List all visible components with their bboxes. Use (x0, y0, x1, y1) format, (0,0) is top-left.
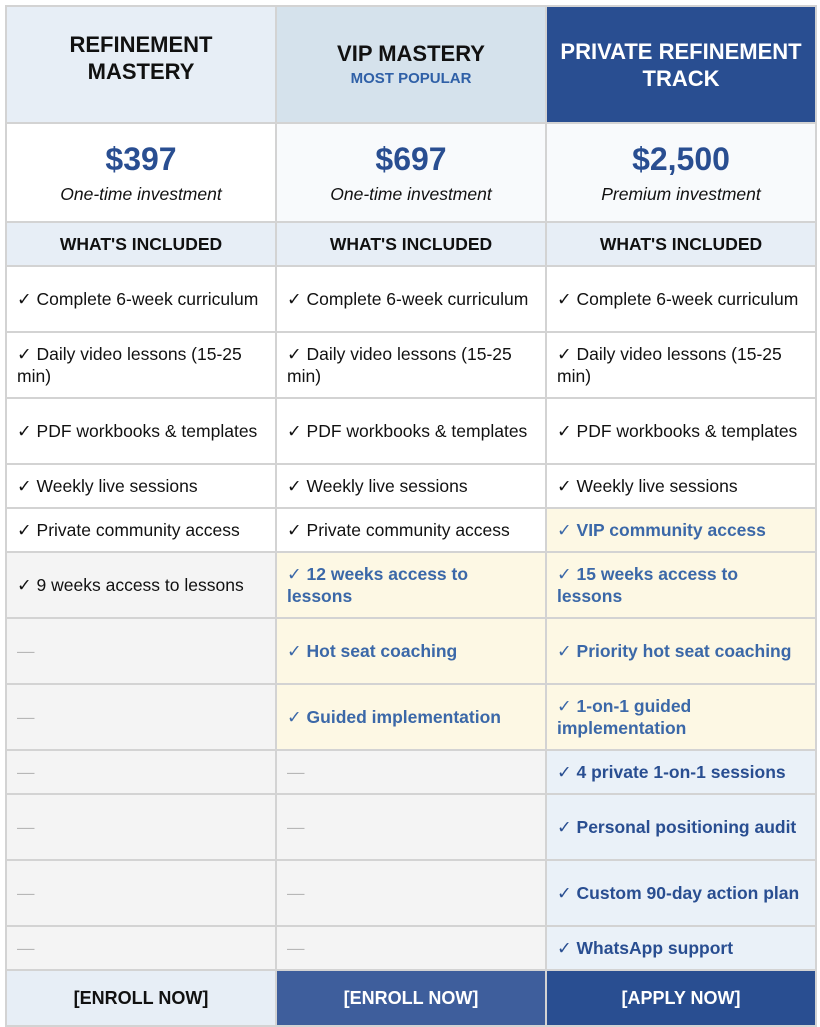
feature-cell: ✓ Private community access (5, 507, 277, 553)
feature-cell: ✓ Daily video lessons (15-25 min) (545, 331, 817, 399)
feature-cell: ✓ Weekly live sessions (275, 463, 547, 509)
feature-cell-empty: — (5, 749, 277, 795)
feature-cell-highlight: ✓ Priority hot seat coaching (545, 617, 817, 685)
pricing-comparison: Refinement Mastery VIP Mastery MOST POPU… (5, 5, 817, 1027)
cta-row: [ENROLL NOW] [ENROLL NOW] [APPLY NOW] (5, 969, 817, 1027)
feature-cell-empty: — (5, 617, 277, 685)
feature-row: ✓ Complete 6-week curriculum ✓ Complete … (5, 265, 817, 333)
feature-cell-empty: — (5, 925, 277, 971)
feature-cell: ✓ Complete 6-week curriculum (545, 265, 817, 333)
feature-row: — ✓ Guided implementation ✓ 1-on-1 guide… (5, 683, 817, 751)
feature-cell-empty: — (275, 749, 547, 795)
pricing-table: Refinement Mastery VIP Mastery MOST POPU… (5, 5, 817, 1027)
feature-cell-empty: — (275, 793, 547, 861)
tier-name: VIP Mastery (337, 41, 485, 66)
feature-cell: ✓ PDF workbooks & templates (545, 397, 817, 465)
feature-cell-highlight: ✓ Guided implementation (275, 683, 547, 751)
included-header: WHAT'S INCLUDED (545, 221, 817, 267)
feature-cell: ✓ PDF workbooks & templates (275, 397, 547, 465)
price-amount: $397 (105, 140, 177, 177)
feature-cell: ✓ Weekly live sessions (545, 463, 817, 509)
feature-cell: ✓ Daily video lessons (15-25 min) (275, 331, 547, 399)
feature-row: ✓ Daily video lessons (15-25 min) ✓ Dail… (5, 331, 817, 399)
feature-row: — — ✓ WhatsApp support (5, 925, 817, 971)
feature-cell: ✓ PDF workbooks & templates (5, 397, 277, 465)
feature-cell-highlight: ✓ 15 weeks access to lessons (545, 551, 817, 619)
feature-row: ✓ PDF workbooks & templates ✓ PDF workbo… (5, 397, 817, 465)
feature-cell: ✓ Weekly live sessions (5, 463, 277, 509)
tier-header-row: Refinement Mastery VIP Mastery MOST POPU… (5, 5, 817, 124)
feature-cell-empty: — (5, 793, 277, 861)
feature-cell-premium: ✓ WhatsApp support (545, 925, 817, 971)
tier-name: Refinement Mastery (69, 31, 213, 84)
tier-header-refinement-mastery: Refinement Mastery (5, 5, 277, 124)
tier-header-vip-mastery: VIP Mastery MOST POPULAR (275, 5, 547, 124)
enroll-now-button-refinement[interactable]: [ENROLL NOW] (5, 969, 277, 1027)
feature-row: ✓ Private community access ✓ Private com… (5, 507, 817, 553)
price-note: Premium investment (601, 183, 761, 204)
feature-cell: ✓ Complete 6-week curriculum (275, 265, 547, 333)
feature-cell: ✓ Private community access (275, 507, 547, 553)
feature-cell-premium: ✓ 4 private 1-on-1 sessions (545, 749, 817, 795)
feature-cell-empty: — (5, 859, 277, 927)
included-header-row: WHAT'S INCLUDED WHAT'S INCLUDED WHAT'S I… (5, 221, 817, 267)
feature-cell-highlight: ✓ 1-on-1 guided implementation (545, 683, 817, 751)
included-header: WHAT'S INCLUDED (275, 221, 547, 267)
feature-row: — — ✓ Custom 90-day action plan (5, 859, 817, 927)
feature-cell-empty: — (275, 859, 547, 927)
feature-cell-premium: ✓ Custom 90-day action plan (545, 859, 817, 927)
feature-cell-highlight: ✓ Hot seat coaching (275, 617, 547, 685)
feature-row: — ✓ Hot seat coaching ✓ Priority hot sea… (5, 617, 817, 685)
feature-cell-highlight: ✓ VIP community access (545, 507, 817, 553)
feature-cell-premium: ✓ Personal positioning audit (545, 793, 817, 861)
enroll-now-button-vip[interactable]: [ENROLL NOW] (275, 969, 547, 1027)
price-cell: $2,500 Premium investment (545, 122, 817, 223)
feature-row: — — ✓ Personal positioning audit (5, 793, 817, 861)
price-cell: $397 One-time investment (5, 122, 277, 223)
price-amount: $2,500 (632, 140, 730, 177)
tier-name: Private Refinement Track (560, 38, 802, 91)
price-cell: $697 One-time investment (275, 122, 547, 223)
feature-cell: ✓ 9 weeks access to lessons (5, 551, 277, 619)
price-row: $397 One-time investment $697 One-time i… (5, 122, 817, 223)
price-note: One-time investment (60, 183, 222, 204)
price-amount: $697 (375, 140, 447, 177)
feature-row: ✓ Weekly live sessions ✓ Weekly live ses… (5, 463, 817, 509)
apply-now-button-private[interactable]: [APPLY NOW] (545, 969, 817, 1027)
most-popular-badge: MOST POPULAR (350, 70, 472, 87)
feature-cell: ✓ Daily video lessons (15-25 min) (5, 331, 277, 399)
included-header: WHAT'S INCLUDED (5, 221, 277, 267)
price-note: One-time investment (330, 183, 492, 204)
feature-cell-highlight: ✓ 12 weeks access to lessons (275, 551, 547, 619)
feature-cell-empty: — (275, 925, 547, 971)
feature-cell: ✓ Complete 6-week curriculum (5, 265, 277, 333)
feature-cell-empty: — (5, 683, 277, 751)
tier-header-private-refinement-track: Private Refinement Track (545, 5, 817, 124)
feature-row: — — ✓ 4 private 1-on-1 sessions (5, 749, 817, 795)
feature-row: ✓ 9 weeks access to lessons ✓ 12 weeks a… (5, 551, 817, 619)
